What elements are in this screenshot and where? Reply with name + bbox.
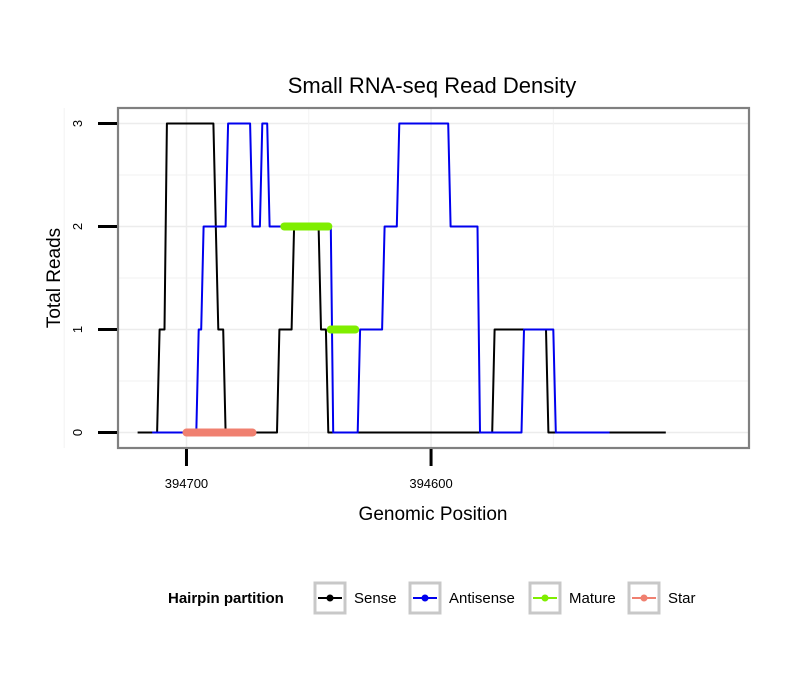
legend-label-antisense: Antisense — [449, 590, 515, 607]
legend-label-sense: Sense — [354, 590, 397, 607]
panel-border — [116, 106, 751, 450]
chart-title: Small RNA-seq Read Density — [288, 73, 577, 98]
legend-key-dot — [541, 594, 549, 602]
legend: Hairpin partition Sense Antisense Mature St… — [168, 581, 696, 615]
x-tick-label: 394700 — [165, 476, 208, 491]
y-tick-label: 2 — [70, 223, 85, 230]
legend-key-dot — [421, 594, 429, 602]
y-tick-label: 3 — [70, 120, 85, 127]
legend-key-dot — [640, 594, 648, 602]
legend-label-star: Star — [668, 590, 696, 607]
series-line-antisense — [152, 122, 610, 434]
legend-label-mature: Mature — [569, 590, 616, 607]
x-axis-title: Genomic Position — [359, 504, 508, 525]
legend-key-dot — [326, 594, 334, 602]
y-axis-title: Total Reads — [44, 228, 65, 328]
y-tick-label: 0 — [70, 429, 85, 436]
y-tick-label: 1 — [70, 326, 85, 333]
axis-ticks: 0 1 2 3 394700 394600 — [70, 120, 453, 491]
plot-marks — [137, 122, 666, 437]
x-tick-label: 394600 — [409, 476, 452, 491]
legend-title: Hairpin partition — [168, 590, 284, 607]
